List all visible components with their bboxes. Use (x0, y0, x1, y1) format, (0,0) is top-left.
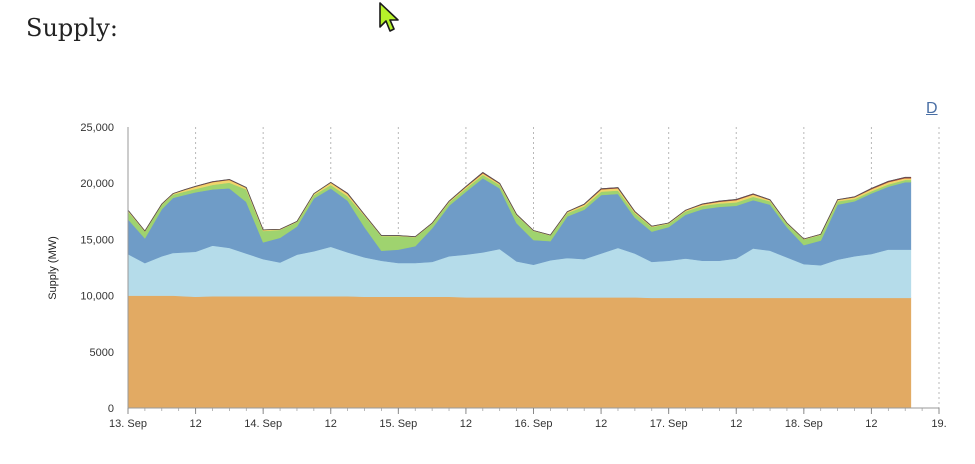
x-tick-label: 12 (189, 418, 201, 430)
chart-series-areas (127, 171, 912, 409)
y-tick-label: 15,000 (80, 234, 114, 246)
x-tick-label: 12 (325, 418, 337, 430)
y-tick-label: 20,000 (80, 178, 114, 190)
stack-top-line (127, 171, 911, 240)
x-tick-label: 12 (865, 418, 877, 430)
y-tick-label: 25,000 (80, 122, 114, 134)
y-axis-title: Supply (MW) (47, 236, 59, 300)
y-axis: 0 5000 10,000 15,000 20,000 25,000 (80, 122, 129, 415)
x-tick-label: 12 (730, 418, 742, 430)
mouse-pointer-icon (379, 2, 399, 32)
x-tick-label: 14. Sep (244, 418, 282, 430)
y-tick-label: 10,000 (80, 291, 114, 303)
x-tick-label: 16. Sep (515, 418, 553, 430)
x-tick-label: 18. Sep (785, 418, 823, 430)
y-tick-label: 5000 (90, 347, 114, 359)
x-tick-label: 12 (595, 418, 607, 430)
y-tick-label: 0 (108, 403, 114, 415)
x-tick-label: 13. Sep (109, 418, 147, 430)
page-title: Supply: (26, 14, 118, 42)
x-tick-label: 15. Sep (379, 418, 417, 430)
corner-link[interactable]: D (926, 100, 938, 117)
x-tick-label: 12 (460, 418, 472, 430)
series-area-0 (127, 295, 912, 409)
x-tick-label: 19. (931, 418, 946, 430)
x-tick-label: 17. Sep (650, 418, 688, 430)
x-axis: 13. Sep 12 14. Sep 12 15. Sep 12 16. Sep 12 17. … (109, 407, 947, 430)
